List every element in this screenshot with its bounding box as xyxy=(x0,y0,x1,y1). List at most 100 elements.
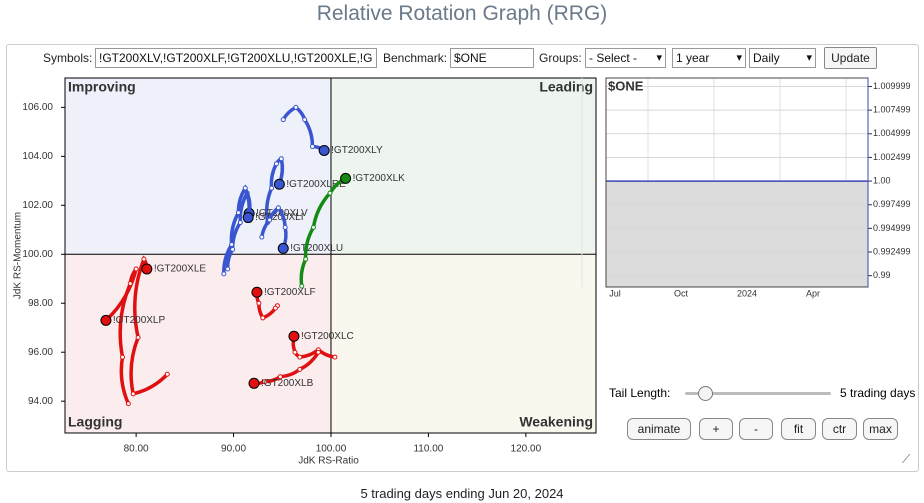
symbols-label: Symbols: xyxy=(43,51,93,65)
x-tick-label: Oct xyxy=(674,288,689,298)
quadrant-lagging xyxy=(65,254,331,433)
y-tick-label: 98.00 xyxy=(28,298,53,309)
tail-point xyxy=(315,349,321,355)
tail-point xyxy=(256,300,262,306)
tail-point xyxy=(164,371,170,377)
tail-point xyxy=(293,104,299,110)
tail-point xyxy=(275,205,281,211)
tail-point xyxy=(303,256,309,262)
control-button[interactable]: max xyxy=(863,418,898,440)
tail-point xyxy=(221,271,227,277)
y-tick-label: 102.00 xyxy=(22,200,53,211)
tail-point xyxy=(130,391,136,397)
groups-select[interactable]: - Select - xyxy=(585,48,666,68)
series-label: !GT200XLE xyxy=(154,264,207,275)
slider-thumb[interactable] xyxy=(698,386,713,401)
resize-handle[interactable]: ⟋ xyxy=(902,452,911,466)
y-tick-label: 104.00 xyxy=(22,151,53,162)
head-marker xyxy=(251,286,263,298)
control-button[interactable]: + xyxy=(699,418,733,440)
head-marker xyxy=(277,242,289,254)
head-marker xyxy=(340,172,352,184)
control-button[interactable]: animate xyxy=(627,418,691,440)
tail-point xyxy=(127,281,133,287)
update-button[interactable]: Update xyxy=(824,47,877,69)
x-tick-label: 110.00 xyxy=(413,444,443,455)
y-tick-label: 0.994999 xyxy=(873,223,911,233)
y-axis-label: JdK RS-Momentum xyxy=(13,212,24,299)
series-label: !GT200XLP xyxy=(113,315,166,326)
series-label: !GT200XLI xyxy=(255,212,303,223)
head-marker xyxy=(100,314,112,326)
y-tick-label: 1.007499 xyxy=(873,105,911,115)
period-select[interactable]: 1 year xyxy=(672,48,746,68)
quadrant-label: Improving xyxy=(68,79,136,95)
quadrant-improving xyxy=(65,78,331,255)
slider-track xyxy=(685,392,831,395)
x-tick-label: 100.00 xyxy=(316,444,347,455)
tail-point xyxy=(259,234,265,240)
tail-point xyxy=(310,224,316,230)
symbols-input[interactable]: !GT200XLV,!GT200XLF,!GT200XLU,!GT200XLE,… xyxy=(95,48,377,68)
y-tick-label: 100.00 xyxy=(22,249,53,260)
tail-point xyxy=(302,117,308,123)
tail-point xyxy=(229,241,235,247)
tail-point xyxy=(225,266,231,272)
tail-point xyxy=(278,156,284,162)
tail-point xyxy=(277,374,283,380)
benchmark-label: Benchmark: xyxy=(383,51,448,65)
series-label: !GT200XLC xyxy=(301,331,354,342)
head-marker xyxy=(141,263,153,275)
tail-point xyxy=(125,401,131,407)
control-button[interactable]: - xyxy=(739,418,773,440)
tail-point xyxy=(297,354,303,360)
y-tick-label: 1.004999 xyxy=(873,128,911,138)
tail-point xyxy=(309,144,315,150)
tail-point xyxy=(282,224,288,230)
page-title: Relative Rotation Graph (RRG) xyxy=(316,2,608,25)
tail-point xyxy=(272,305,278,311)
series-label: !GT200XLF xyxy=(264,287,316,298)
series-label: !GT200XLK xyxy=(353,173,406,184)
tail-label: Tail Length: xyxy=(609,386,671,400)
quadrant-label: Leading xyxy=(539,79,593,95)
tail-point xyxy=(133,266,139,272)
y-tick-label: 1.002499 xyxy=(873,152,911,162)
head-marker xyxy=(273,178,285,190)
series-label: !GT200XLY xyxy=(331,145,383,156)
quadrant-leading xyxy=(330,78,596,255)
series-label: !GT200XLRE xyxy=(286,179,346,190)
tail-point xyxy=(269,185,275,191)
y-tick-label: 0.997499 xyxy=(873,199,911,209)
x-tick-label: 90.00 xyxy=(221,444,246,455)
x-tick-label: Jul xyxy=(609,288,621,298)
tail-point xyxy=(262,379,268,385)
tail-point xyxy=(237,219,243,225)
series-label: !GT200XLU xyxy=(290,243,343,254)
tail-point xyxy=(327,190,333,196)
groups-label: Groups: xyxy=(539,51,582,65)
panel xyxy=(6,44,919,472)
tail-point xyxy=(292,349,298,355)
control-button[interactable]: fit xyxy=(781,418,816,440)
x-tick-label: 2024 xyxy=(737,288,757,298)
x-axis-label: JdK RS-Ratio xyxy=(298,456,359,467)
head-marker xyxy=(288,330,300,342)
benchmark-input[interactable]: $ONE xyxy=(450,48,534,68)
tail-point xyxy=(332,354,338,360)
quadrant-weakening xyxy=(330,254,596,433)
y-tick-label: 0.99 xyxy=(873,270,891,280)
tail-point xyxy=(273,161,279,167)
quadrant-label: Lagging xyxy=(68,414,122,430)
y-tick-label: 0.992499 xyxy=(873,246,911,256)
x-tick-label: 120.00 xyxy=(511,444,542,455)
control-button[interactable]: ctr xyxy=(822,418,857,440)
tail-point xyxy=(297,366,303,372)
tail-point xyxy=(242,185,248,191)
head-marker xyxy=(242,212,254,224)
frequency-select[interactable]: Daily xyxy=(749,48,816,68)
tail-point xyxy=(141,256,147,262)
series-label: $ONE xyxy=(608,78,644,93)
y-tick-label: 96.00 xyxy=(28,347,53,358)
